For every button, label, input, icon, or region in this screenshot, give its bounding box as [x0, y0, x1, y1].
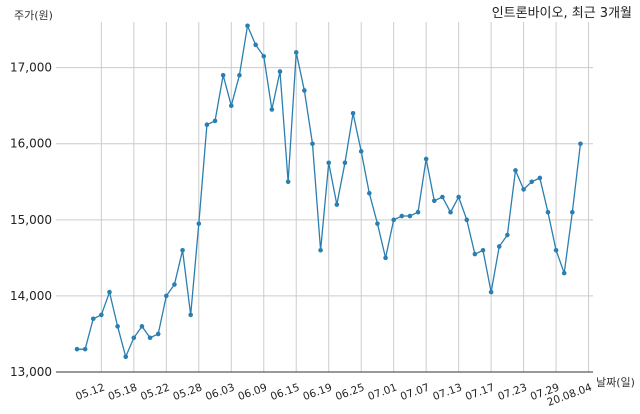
x-axis-label: 날짜(일) — [596, 375, 635, 389]
data-point — [367, 190, 372, 196]
data-point — [285, 179, 291, 185]
data-point — [578, 141, 583, 147]
data-point — [196, 221, 202, 226]
x-tick-label: 06.19 — [301, 382, 333, 404]
data-point — [350, 111, 356, 116]
data-point — [90, 316, 96, 322]
y-tick-label: 16,000 — [10, 137, 52, 151]
x-tick-labels: 05.12 05.18 05.22 05.28 06.03 06.09 06.15 06.19… — [74, 381, 594, 408]
data-point — [115, 324, 120, 329]
data-point — [155, 331, 161, 337]
data-point — [472, 251, 478, 257]
data-point — [334, 202, 340, 207]
x-tick-label: 05.18 — [107, 382, 139, 404]
data-point — [464, 217, 470, 223]
data-point — [131, 335, 137, 341]
data-point — [277, 69, 283, 74]
x-tick-label: 07.07 — [399, 382, 431, 404]
price-points — [74, 23, 583, 360]
data-point — [107, 289, 112, 295]
data-point — [212, 118, 218, 124]
data-point — [261, 53, 267, 59]
data-point — [123, 354, 129, 360]
y-axis-label: 주가(원) — [14, 9, 53, 22]
data-point — [139, 324, 145, 329]
data-point — [399, 213, 405, 219]
data-point — [269, 107, 275, 112]
data-point — [310, 141, 315, 147]
data-point — [318, 247, 323, 253]
data-point — [302, 88, 307, 93]
y-tick-label: 14,000 — [10, 289, 52, 303]
x-tick-label: 07.23 — [496, 382, 528, 404]
x-tick-label: 07.13 — [431, 382, 463, 404]
data-point — [537, 175, 543, 181]
data-point — [326, 160, 332, 166]
x-tick-label: 07.17 — [464, 382, 496, 404]
data-point — [391, 217, 396, 223]
y-tick-label: 17,000 — [10, 61, 52, 75]
data-point — [188, 312, 193, 318]
data-point — [496, 244, 502, 249]
x-tick-label: 06.25 — [334, 382, 366, 404]
data-point — [358, 149, 364, 154]
x-tick-label: 07.01 — [366, 382, 398, 404]
data-point — [172, 282, 177, 287]
x-tick-label: 06.09 — [236, 382, 268, 404]
data-point — [293, 50, 299, 55]
x-tick-label: 05.22 — [139, 382, 171, 404]
x-tick-label: 05.28 — [171, 382, 203, 404]
chart-title: 인트론바이오, 최근 3개월 — [492, 6, 632, 21]
data-point — [488, 289, 494, 295]
data-point — [505, 232, 510, 238]
data-point — [480, 247, 486, 253]
data-point — [513, 168, 518, 173]
grid-lines — [56, 22, 593, 372]
data-point — [529, 179, 535, 185]
data-point — [440, 194, 445, 200]
data-point — [342, 160, 348, 166]
data-point — [561, 270, 567, 276]
data-point — [448, 209, 453, 215]
data-point — [375, 221, 380, 226]
data-point — [456, 194, 461, 200]
data-point — [204, 122, 210, 128]
data-point — [431, 198, 437, 204]
data-point — [570, 209, 575, 215]
data-point — [245, 23, 250, 29]
x-tick-label: 05.12 — [74, 382, 106, 404]
y-tick-label: 13,000 — [10, 365, 52, 379]
y-tick-labels: 13,000 14,000 15,000 16,000 17,000 — [10, 61, 52, 379]
data-point — [164, 293, 169, 299]
data-point — [253, 42, 258, 48]
data-point — [545, 209, 551, 215]
data-point — [423, 156, 429, 162]
y-tick-label: 15,000 — [10, 213, 52, 227]
data-point — [82, 346, 88, 352]
x-tick-label: 06.03 — [204, 382, 236, 404]
data-point — [74, 346, 80, 352]
data-point — [553, 247, 559, 253]
data-point — [180, 247, 185, 253]
data-point — [407, 213, 413, 219]
data-point — [383, 255, 388, 261]
data-point — [521, 187, 526, 192]
data-point — [220, 72, 226, 78]
data-point — [415, 209, 421, 215]
data-point — [228, 103, 234, 108]
data-point — [237, 72, 242, 78]
data-point — [147, 335, 153, 341]
x-tick-label: 06.15 — [269, 382, 301, 404]
data-point — [99, 312, 104, 318]
